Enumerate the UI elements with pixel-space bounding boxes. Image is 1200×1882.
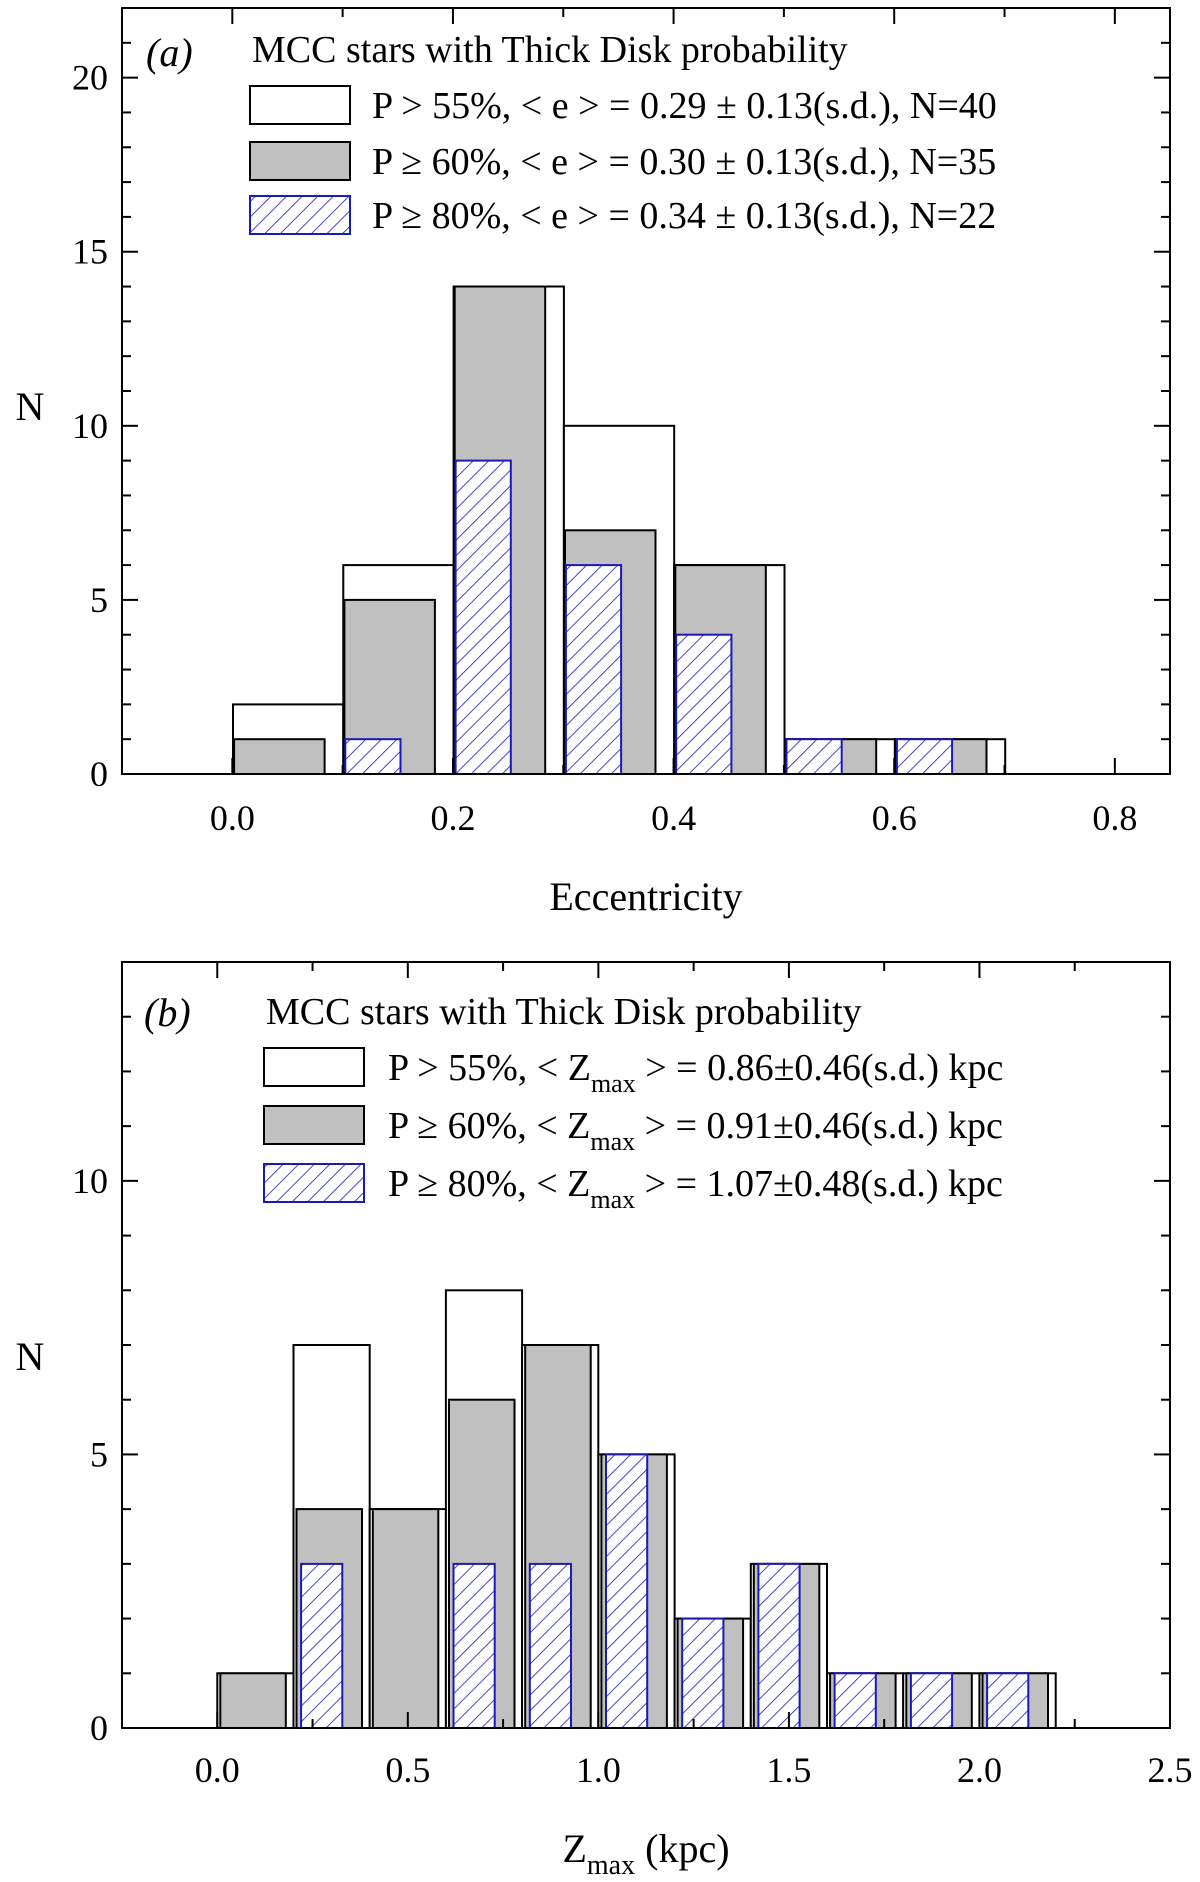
- panel-b-bar-series2-bin3: [371, 1508, 440, 1729]
- panel-a-bar-series2-bin1: [233, 738, 326, 776]
- panel-a-y-tick-label: 10: [72, 406, 108, 446]
- panel-b-legend-entry-2: P ≥ 60%, < Zmax > = 0.91±0.46(s.d.) kpc: [388, 1105, 1003, 1156]
- panel-a-bar-series3-bin2: [454, 459, 512, 775]
- panel-b-y-tick-label: 0: [90, 1708, 108, 1748]
- panel-a-y-tick-label: 20: [72, 58, 108, 98]
- panel-b-legend-swatch-hatch: [263, 1163, 365, 1203]
- panel-b-bar-series3-bin8: [909, 1672, 954, 1730]
- panel-a-legend-entry-2: P ≥ 60%, < e > = 0.30 ± 0.13(s.d.), N=35: [372, 141, 996, 183]
- panel-b-legend-entry-1: P > 55%, < Zmax > = 0.86±0.46(s.d.) kpc: [388, 1047, 1003, 1098]
- panel-b-bar-series3-bin3: [528, 1562, 572, 1730]
- panel-b-legend-swatch-gray: [263, 1105, 365, 1145]
- panel-a-x-axis-label: Eccentricity: [549, 874, 742, 919]
- panel-a-legend-entry-3: P ≥ 80%, < e > = 0.34 ± 0.13(s.d.), N=22: [372, 195, 996, 237]
- panel-a-bar-series3-bin4: [675, 633, 733, 776]
- panel-b-bar-series3-bin5: [681, 1617, 725, 1729]
- panel-a-legend-swatch-gray: [249, 141, 351, 181]
- panel-b-tick-labels: 0.0 0.5 1.0 1.5 2.0 2.5 0 5 10: [72, 1161, 1193, 1790]
- panel-a-x-tick-label: 0.6: [872, 798, 917, 838]
- panel-b-bar-series3-bin6: [757, 1562, 801, 1730]
- panel-a-y-axis-label: N: [16, 384, 45, 429]
- panel-a-x-tick-label: 0.4: [651, 798, 696, 838]
- panel-a-legend-swatch-hatch: [249, 195, 351, 235]
- panel-a-bars: [232, 285, 1007, 776]
- panel-b-x-tick-label: 1.0: [576, 1750, 621, 1790]
- panel-a-x-tick-label: 0.2: [430, 798, 475, 838]
- panel-b-bar-series2-bin1: [219, 1672, 287, 1730]
- panel-b-bar-series3-bin9: [986, 1672, 1030, 1730]
- panel-b-y-axis-label: N: [16, 1334, 45, 1379]
- panel-a-legend-swatch-open: [249, 85, 351, 125]
- panel-b-bar-series3-bin4: [605, 1453, 649, 1730]
- panel-b-legend-swatch-open: [263, 1047, 365, 1087]
- panel-a-ticks: [121, 7, 1170, 775]
- panel-b-legend: MCC stars with Thick Disk probability P >…: [263, 991, 1003, 1214]
- panel-b-label: (b): [144, 990, 191, 1035]
- panel-a-y-tick-label: 0: [90, 754, 108, 794]
- panel-a-bar-series3-bin6: [895, 738, 954, 776]
- panel-b-y-tick-label: 10: [72, 1161, 108, 1201]
- panel-b-bar-series3-bin2: [452, 1562, 496, 1730]
- panel-b-legend-title: MCC stars with Thick Disk probability: [266, 991, 862, 1033]
- panel-a-bar-series3-bin3: [564, 564, 623, 775]
- panel-a-legend: MCC stars with Thick Disk probability P >…: [249, 29, 997, 237]
- panel-a-x-tick-label: 0.8: [1092, 798, 1137, 838]
- panel-a-legend-entry-1: P > 55%, < e > = 0.29 ± 0.13(s.d.), N=40: [372, 85, 997, 127]
- panel-b-x-tick-label: 0.0: [195, 1750, 240, 1790]
- panel-b-ticks: [121, 961, 1171, 1729]
- panel-a-legend-title: MCC stars with Thick Disk probability: [252, 29, 848, 71]
- panel-b-bar-series3-bin7: [833, 1672, 877, 1730]
- panel-b-x-tick-label: 2.0: [957, 1750, 1002, 1790]
- panel-a-tick-labels: 0.0 0.2 0.4 0.6 0.8 0 5 10 15 20: [72, 58, 1137, 838]
- panel-a-y-tick-label: 15: [72, 232, 108, 272]
- panel-b-zmax-histogram: 0.0 0.5 1.0 1.5 2.0 2.5 0 5 10 (b) MCC stars wit…: [16, 961, 1193, 1881]
- panel-b-x-tick-label: 1.5: [766, 1750, 811, 1790]
- panel-a-bar-series3-bin1: [344, 738, 402, 776]
- panel-a-eccentricity-histogram: 0.0 0.2 0.4 0.6 0.8 0 5 10 15 20 (a) MCC stars wi…: [16, 7, 1171, 919]
- panel-b-x-tick-label: 0.5: [385, 1750, 430, 1790]
- panel-b-bars: [216, 1289, 1057, 1730]
- panel-b-bar-series3-bin1: [300, 1562, 344, 1730]
- panel-b-x-axis-label: Zmax (kpc): [562, 1826, 729, 1881]
- panel-b-legend-entry-3: P ≥ 80%, < Zmax > = 1.07±0.48(s.d.) kpc: [388, 1163, 1003, 1214]
- panel-a-bar-series3-bin5: [785, 738, 843, 776]
- panel-b-x-tick-label: 2.5: [1148, 1750, 1193, 1790]
- panel-a-label: (a): [146, 30, 193, 75]
- panel-b-y-tick-label: 5: [90, 1434, 108, 1474]
- panel-a-x-tick-label: 0.0: [210, 798, 255, 838]
- panel-a-y-tick-label: 5: [90, 580, 108, 620]
